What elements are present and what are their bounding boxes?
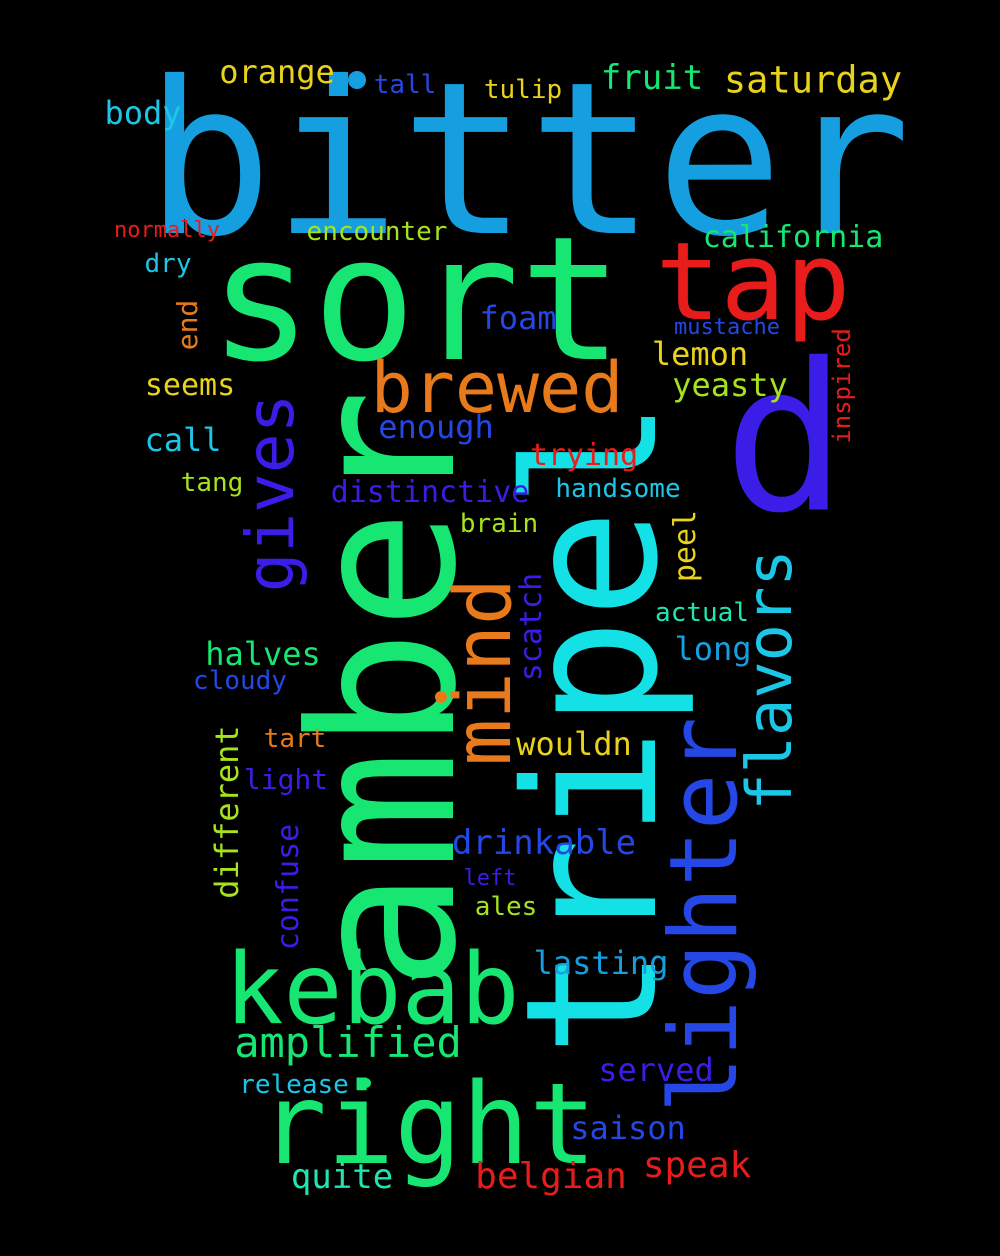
word-brain: brain bbox=[459, 509, 539, 539]
word-dry: dry bbox=[144, 249, 192, 279]
word-saison: saison bbox=[570, 1109, 686, 1147]
word-speak: speak bbox=[642, 1145, 752, 1186]
word-california: california bbox=[702, 220, 884, 255]
word-tang: tang bbox=[180, 468, 244, 498]
word-amplified: amplified bbox=[234, 1018, 462, 1067]
word-foam: foam bbox=[479, 299, 557, 337]
word-bitter: bitter bbox=[145, 36, 911, 283]
word-release: release bbox=[239, 1070, 349, 1100]
word-quite: quite bbox=[290, 1157, 394, 1197]
word-drinkable: drinkable bbox=[451, 823, 637, 863]
word-d: d bbox=[723, 320, 847, 559]
word-ales: ales bbox=[474, 892, 538, 922]
word-end: end bbox=[171, 299, 204, 351]
word-tart: tart bbox=[263, 724, 327, 754]
word-scatch: scatch bbox=[514, 572, 549, 682]
dot-decoration bbox=[435, 691, 447, 703]
word-fruit: fruit bbox=[600, 58, 704, 98]
word-mind: mind bbox=[439, 578, 529, 766]
word-lemon: lemon bbox=[651, 335, 749, 373]
word-right: right bbox=[259, 1060, 597, 1190]
word-gives: gives bbox=[232, 393, 309, 593]
word-distinctive: distinctive bbox=[330, 475, 530, 510]
word-belgian: belgian bbox=[475, 1156, 627, 1197]
word-trying: trying bbox=[529, 438, 639, 473]
word-enough: enough bbox=[378, 408, 494, 446]
word-halves: halves bbox=[205, 635, 321, 673]
word-flavors: flavors bbox=[733, 549, 806, 811]
dot-decoration bbox=[348, 71, 366, 89]
word-actual: actual bbox=[655, 598, 749, 628]
word-light: light bbox=[243, 763, 329, 796]
word-body: body bbox=[104, 94, 182, 132]
word-saturday: saturday bbox=[723, 58, 903, 102]
word-tulip: tulip bbox=[483, 75, 563, 105]
word-peel: peel bbox=[668, 509, 703, 583]
word-brewed: brewed bbox=[370, 347, 624, 429]
word-wouldn: wouldn bbox=[516, 725, 632, 763]
word-served: served bbox=[598, 1051, 714, 1089]
word-kebab: kebab bbox=[224, 933, 520, 1047]
word-long: long bbox=[674, 630, 752, 668]
dot-decoration bbox=[361, 1078, 371, 1088]
word-tap: tap bbox=[655, 220, 851, 345]
word-yeasty: yeasty bbox=[672, 366, 788, 404]
word-handsome: handsome bbox=[555, 474, 681, 504]
word-orange: orange bbox=[219, 53, 335, 91]
word-tall: tall bbox=[373, 70, 437, 100]
word-cloudy: cloudy bbox=[193, 666, 287, 696]
word-call: call bbox=[144, 421, 222, 459]
word-different: different bbox=[208, 725, 246, 899]
word-confuse: confuse bbox=[271, 823, 306, 951]
word-inspired: inspired bbox=[828, 328, 856, 444]
word-lasting: lasting bbox=[533, 944, 669, 982]
word-mustache: mustache bbox=[674, 315, 780, 340]
word-normally: normally bbox=[114, 218, 220, 243]
word-left: left bbox=[463, 866, 517, 891]
word-sort: sort bbox=[208, 199, 624, 400]
word-encounter: encounter bbox=[306, 217, 448, 247]
word-seems: seems bbox=[144, 368, 236, 403]
